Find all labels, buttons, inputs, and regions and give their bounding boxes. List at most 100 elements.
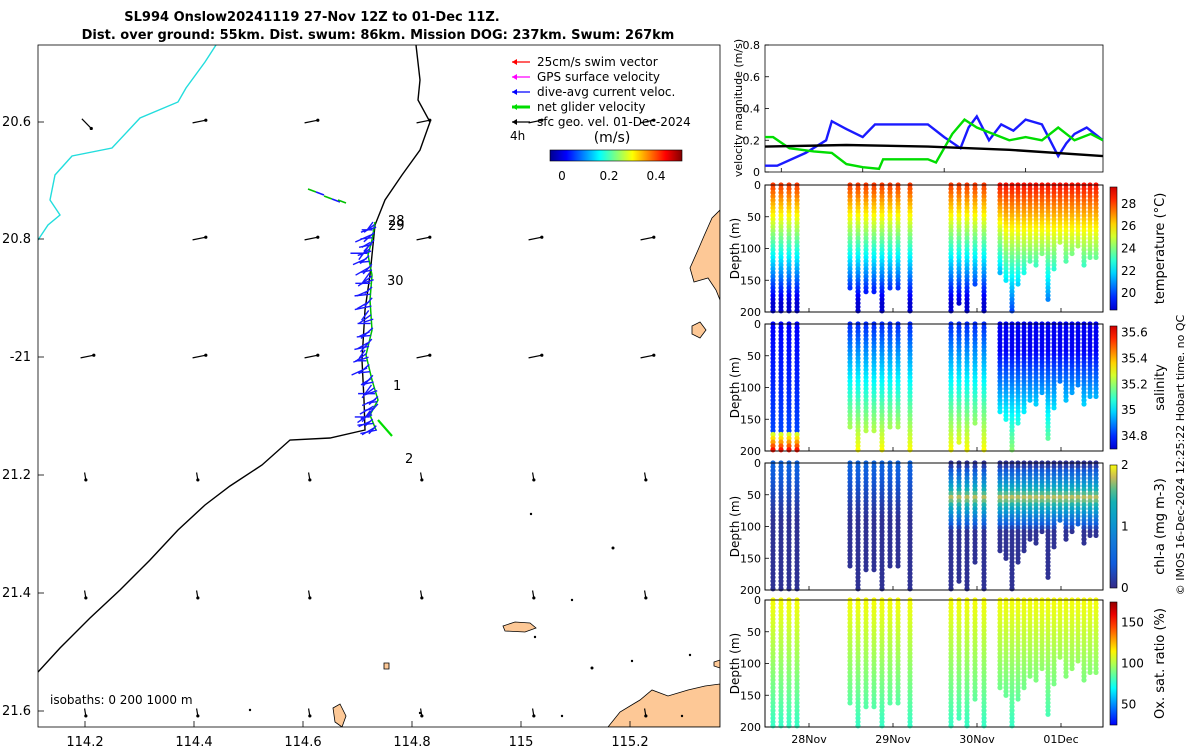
profile-sample xyxy=(1009,409,1015,415)
profile-sample xyxy=(1045,696,1051,702)
profile-sample xyxy=(1057,336,1063,342)
profile-sample xyxy=(1081,235,1087,241)
profile-sample xyxy=(1051,351,1057,358)
profile-sample xyxy=(794,370,800,377)
profile-sample xyxy=(997,646,1003,653)
profile-sample xyxy=(770,471,776,478)
profile-sample xyxy=(1003,646,1009,653)
profile-sample xyxy=(855,273,861,280)
profile-sample xyxy=(786,707,792,714)
profile-sample xyxy=(1081,231,1087,238)
profile-sample xyxy=(1021,631,1027,637)
profile-sample xyxy=(1093,631,1099,637)
profile-sample xyxy=(855,498,861,504)
profile-sample xyxy=(997,654,1003,660)
profile-sample xyxy=(972,247,978,253)
profile-sample xyxy=(794,567,800,573)
profile-sample xyxy=(1039,336,1045,342)
profile-sample xyxy=(778,355,784,361)
profile-sample xyxy=(981,289,987,295)
profile-sample xyxy=(794,525,800,531)
profile-sample xyxy=(1009,525,1015,531)
profile-sample xyxy=(863,643,869,649)
profile-sample xyxy=(964,692,970,698)
profile-sample xyxy=(1015,692,1021,698)
profile-sample xyxy=(1015,517,1021,523)
profile-sample xyxy=(770,193,776,200)
profile-sample xyxy=(794,359,800,365)
profile-sample xyxy=(1069,498,1075,504)
profile-sample xyxy=(972,517,978,523)
profile-sample xyxy=(770,464,776,470)
profile-sample xyxy=(1093,367,1099,373)
profile-sample xyxy=(871,205,877,211)
profile-sample xyxy=(972,416,978,422)
profile-sample xyxy=(1081,665,1087,672)
profile-sample xyxy=(786,635,792,641)
profile-sample xyxy=(997,239,1003,245)
geo-arrow-head xyxy=(532,714,536,718)
profile-sample xyxy=(855,270,861,276)
profile-sample xyxy=(855,367,861,373)
profile-sample xyxy=(1051,201,1057,207)
profile-sample xyxy=(863,247,869,253)
profile-sample xyxy=(778,646,784,653)
profile-sample xyxy=(1075,498,1081,504)
profile-sample xyxy=(1057,513,1063,519)
profile-sample xyxy=(964,658,970,664)
profile-sample xyxy=(1063,612,1069,618)
profile-sample xyxy=(786,296,792,302)
profile-sample xyxy=(1033,624,1039,630)
profile-sample xyxy=(786,308,792,314)
profile-sample xyxy=(1093,475,1099,481)
profile-sample xyxy=(770,536,776,542)
current-vector xyxy=(352,257,367,266)
profile-sample xyxy=(1021,243,1027,249)
profile-sample xyxy=(1039,635,1045,641)
profile-sample xyxy=(871,235,877,241)
profile-sample xyxy=(956,502,962,508)
profile-sample xyxy=(997,540,1003,546)
profile-sample xyxy=(778,393,784,399)
profile-sample xyxy=(1039,370,1045,377)
profile-sample xyxy=(1027,605,1033,611)
profile-sample xyxy=(972,374,978,380)
profile-sample xyxy=(948,627,954,634)
profile-sample xyxy=(1009,266,1015,272)
profile-sample xyxy=(1087,616,1093,622)
profile-sample xyxy=(1009,443,1015,449)
profile-sample xyxy=(794,685,800,691)
profile-sample xyxy=(972,409,978,415)
profile-sample xyxy=(1003,639,1009,645)
profile-sample xyxy=(863,506,869,512)
profile-sample xyxy=(1015,351,1021,358)
profile-sample xyxy=(1015,498,1021,504)
profile-sample xyxy=(786,464,792,470)
profile-sample xyxy=(907,608,913,615)
profile-sample xyxy=(770,397,776,403)
profile-sample xyxy=(1027,355,1033,361)
profile-sample xyxy=(1051,650,1057,656)
profile-sample xyxy=(887,235,893,241)
profile-sample xyxy=(1057,468,1063,474)
profile-sample xyxy=(981,464,987,470)
profile-sample xyxy=(1057,363,1063,369)
profile-sample xyxy=(847,646,853,653)
profile-sample xyxy=(1051,262,1057,268)
profile-sample xyxy=(778,277,784,283)
profile-sample xyxy=(770,582,776,588)
profile-sample xyxy=(887,487,893,493)
profile-sample xyxy=(1087,639,1093,645)
profile-sample xyxy=(778,517,784,523)
profile-sample xyxy=(855,559,861,565)
profile-sample xyxy=(1075,521,1081,527)
profile-sample xyxy=(907,389,913,396)
profile-sample xyxy=(1045,367,1051,373)
profile-sample xyxy=(770,475,776,481)
profile-sample xyxy=(948,300,954,306)
profile-sample xyxy=(1009,582,1015,588)
coastline xyxy=(38,45,431,673)
profile-sample xyxy=(1087,528,1093,535)
profile-sample xyxy=(1009,643,1015,649)
profile-sample xyxy=(794,715,800,721)
